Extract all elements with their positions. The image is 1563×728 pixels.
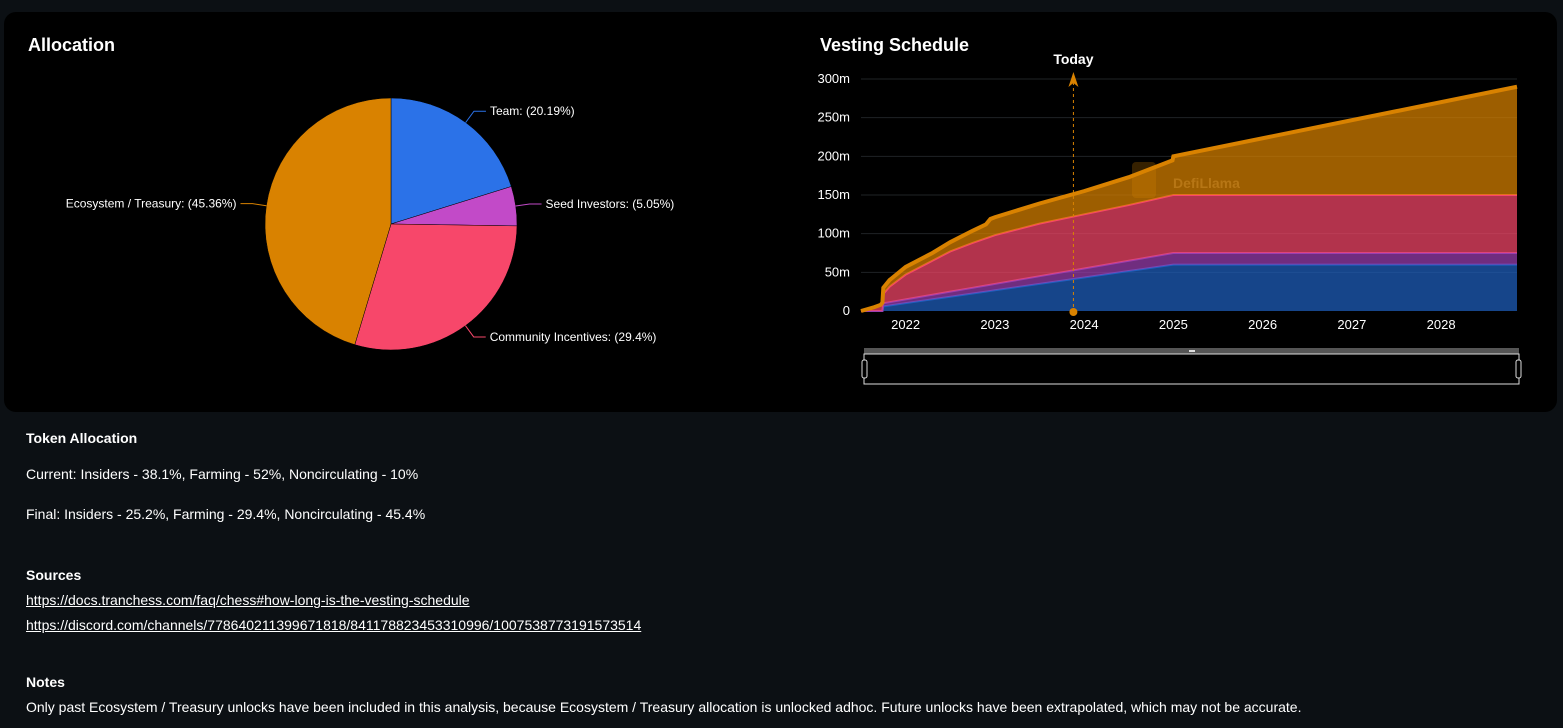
source-link[interactable]: https://discord.com/channels/77864021139… bbox=[26, 617, 642, 633]
area-series-community-incentives[interactable] bbox=[861, 195, 1517, 311]
allocation-title: Allocation bbox=[28, 35, 116, 55]
notes-heading: Notes bbox=[26, 674, 65, 690]
x-tick-label: 2022 bbox=[891, 317, 920, 332]
area-series-ecosystem-treasury[interactable] bbox=[861, 86, 1517, 311]
zoom-handle-right[interactable] bbox=[1515, 359, 1522, 379]
pie-label-line bbox=[515, 203, 542, 207]
pie-slice-team[interactable] bbox=[390, 97, 512, 225]
pie-label-line bbox=[465, 325, 486, 338]
token-allocation-heading: Token Allocation bbox=[26, 430, 138, 446]
pie-slice-community-incentives[interactable] bbox=[354, 223, 518, 351]
source-link[interactable]: https://docs.tranchess.com/faq/chess#how… bbox=[26, 592, 470, 608]
x-tick-label: 2025 bbox=[1159, 317, 1188, 332]
zoom-slider-window[interactable] bbox=[863, 353, 1520, 385]
y-tick-label: 150m bbox=[817, 187, 850, 202]
zoom-handle-left[interactable] bbox=[861, 359, 868, 379]
y-tick-label: 100m bbox=[817, 226, 850, 241]
x-tick-label: 2024 bbox=[1070, 317, 1099, 332]
x-tick-label: 2023 bbox=[980, 317, 1009, 332]
y-tick-label: 0 bbox=[843, 303, 850, 318]
today-dot bbox=[1069, 308, 1078, 316]
llama-logo-icon bbox=[1132, 162, 1156, 198]
zoom-grip-icon[interactable] bbox=[1189, 350, 1195, 352]
pie-label-line bbox=[465, 110, 486, 123]
watermark: DefiLlama bbox=[1173, 175, 1240, 191]
today-label: Today bbox=[1053, 51, 1093, 67]
y-tick-label: 200m bbox=[817, 148, 850, 163]
area-series-seed-investors[interactable] bbox=[861, 253, 1517, 311]
pie-label: Team: (20.19%) bbox=[490, 104, 575, 118]
notes-text: Only past Ecosystem / Treasury unlocks h… bbox=[26, 699, 1302, 715]
y-tick-label: 50m bbox=[825, 264, 850, 279]
final-allocation-text: Final: Insiders - 25.2%, Farming - 29.4%… bbox=[26, 506, 426, 522]
x-tick-label: 2027 bbox=[1337, 317, 1366, 332]
x-tick-label: 2026 bbox=[1248, 317, 1277, 332]
y-tick-label: 300m bbox=[817, 71, 850, 86]
area-series-team[interactable] bbox=[861, 264, 1517, 311]
today-arrow-icon bbox=[1068, 72, 1079, 87]
x-tick-label: 2028 bbox=[1427, 317, 1456, 332]
area-series-edge bbox=[860, 84, 1518, 313]
allocation-pie-chart: Team: (20.19%) Seed Investors: (5.05%) Com… bbox=[66, 97, 675, 351]
pie-slice-ecosystem-treasury[interactable] bbox=[264, 97, 392, 345]
vesting-area-chart: 0 50m 100m 150m 200m 250m 300m 2022 2023 2024 2025… bbox=[817, 51, 1522, 385]
vesting-title: Vesting Schedule bbox=[820, 35, 970, 55]
pie-label: Seed Investors: (5.05%) bbox=[546, 197, 675, 211]
y-tick-label: 250m bbox=[817, 110, 850, 125]
pie-label-line bbox=[240, 203, 267, 207]
current-allocation-text: Current: Insiders - 38.1%, Farming - 52%… bbox=[26, 466, 419, 482]
sources-heading: Sources bbox=[26, 567, 82, 583]
pie-label: Community Incentives: (29.4%) bbox=[490, 330, 657, 344]
pie-label: Ecosystem / Treasury: (45.36%) bbox=[66, 197, 237, 211]
